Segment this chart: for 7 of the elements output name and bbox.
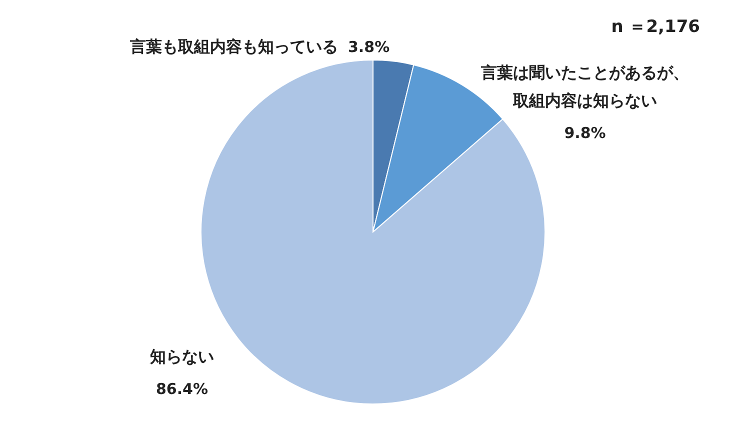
slice-label: 言葉も取組内容も知っている bbox=[129, 37, 338, 56]
slice-label: 知らない bbox=[149, 347, 214, 366]
data-label: 3.8% bbox=[348, 38, 390, 56]
data-label: 86.4% bbox=[156, 380, 208, 398]
slice-label: 言葉は聞いたことがあるが、取組内容は知らない bbox=[480, 63, 689, 110]
data-label: 9.8% bbox=[564, 124, 606, 142]
text: n ＝2,176 bbox=[611, 17, 700, 37]
